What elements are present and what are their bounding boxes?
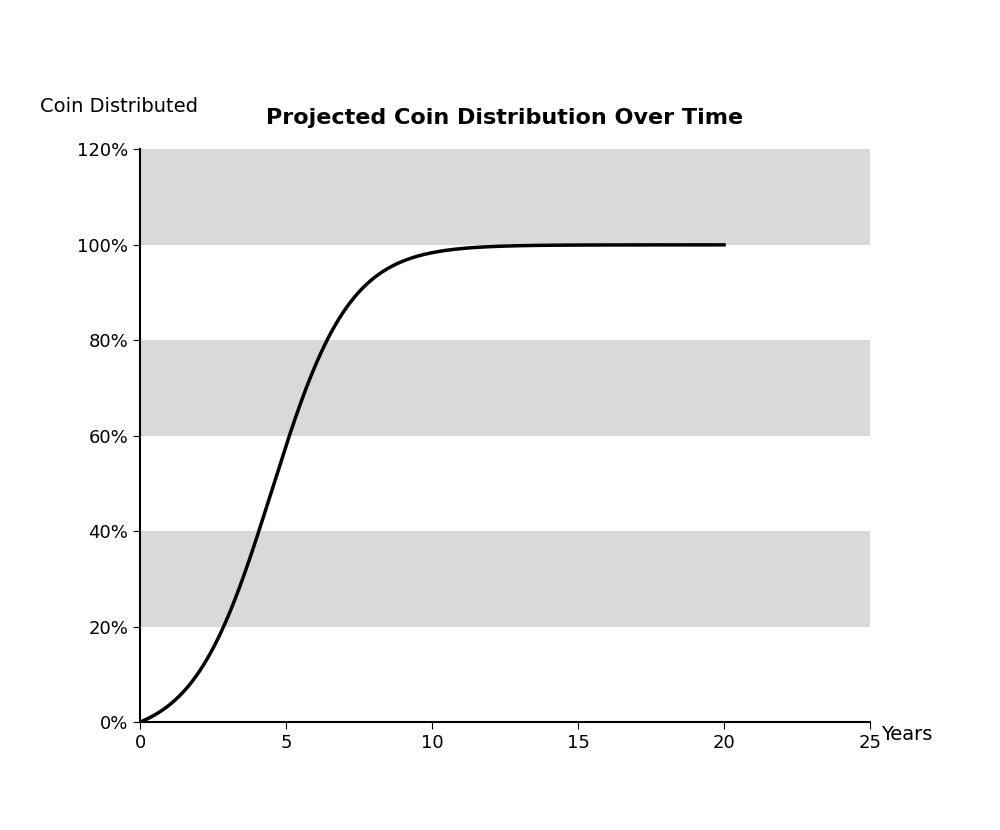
Text: Coin Distributed: Coin Distributed	[40, 97, 198, 116]
Title: Projected Coin Distribution Over Time: Projected Coin Distribution Over Time	[266, 109, 744, 129]
Bar	[140, 531, 870, 627]
Text: Years: Years	[881, 725, 932, 744]
Bar	[140, 340, 870, 436]
Bar	[140, 149, 870, 245]
